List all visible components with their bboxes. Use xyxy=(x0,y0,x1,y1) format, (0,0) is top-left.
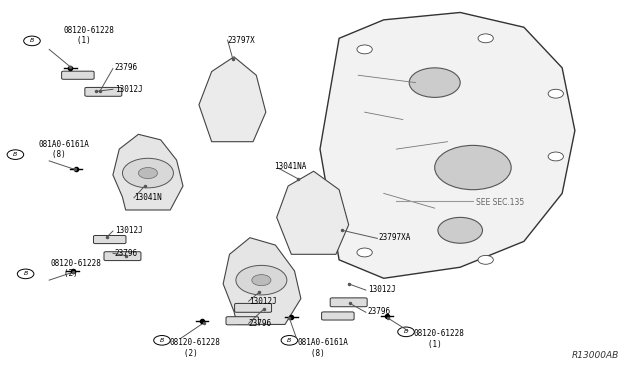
Text: 08120-61228
   (2): 08120-61228 (2) xyxy=(170,338,221,357)
Circle shape xyxy=(357,248,372,257)
Text: 23796: 23796 xyxy=(115,63,138,72)
Text: 13012J: 13012J xyxy=(368,285,396,294)
Text: B: B xyxy=(30,38,34,44)
Text: B: B xyxy=(287,338,292,343)
Text: 23796: 23796 xyxy=(115,249,138,258)
FancyBboxPatch shape xyxy=(330,298,367,307)
Text: B: B xyxy=(160,338,164,343)
Circle shape xyxy=(548,152,563,161)
Text: 23797X: 23797X xyxy=(228,36,255,45)
Text: B: B xyxy=(13,152,17,157)
Text: 08120-61228
   (1): 08120-61228 (1) xyxy=(413,329,465,349)
Polygon shape xyxy=(113,134,183,210)
Text: 23797XA: 23797XA xyxy=(379,233,411,242)
FancyBboxPatch shape xyxy=(61,71,94,79)
Circle shape xyxy=(478,256,493,264)
FancyBboxPatch shape xyxy=(321,312,354,320)
Text: SEE SEC.135: SEE SEC.135 xyxy=(476,198,524,207)
Circle shape xyxy=(138,167,157,179)
Circle shape xyxy=(548,89,563,98)
FancyBboxPatch shape xyxy=(85,87,122,96)
Text: B: B xyxy=(24,272,28,276)
Text: 08120-61228
   (1): 08120-61228 (1) xyxy=(63,26,114,45)
Text: 13041N: 13041N xyxy=(134,193,162,202)
Circle shape xyxy=(478,34,493,43)
Polygon shape xyxy=(199,57,266,142)
Text: 13041NA: 13041NA xyxy=(274,162,307,171)
Text: B: B xyxy=(404,329,408,334)
Circle shape xyxy=(438,217,483,243)
Text: 23796: 23796 xyxy=(368,307,391,316)
Polygon shape xyxy=(223,238,301,324)
Circle shape xyxy=(409,68,460,97)
Circle shape xyxy=(357,45,372,54)
Circle shape xyxy=(122,158,173,188)
Text: 23796: 23796 xyxy=(248,319,272,328)
Text: 081A0-6161A
   (8): 081A0-6161A (8) xyxy=(38,140,89,159)
Polygon shape xyxy=(320,13,575,278)
FancyBboxPatch shape xyxy=(104,252,141,260)
FancyBboxPatch shape xyxy=(235,304,271,312)
Circle shape xyxy=(252,275,271,286)
Circle shape xyxy=(435,145,511,190)
Circle shape xyxy=(236,265,287,295)
Text: 081A0-6161A
   (8): 081A0-6161A (8) xyxy=(297,338,348,357)
Text: R13000AB: R13000AB xyxy=(572,350,620,359)
Text: 13012J: 13012J xyxy=(248,297,276,306)
Text: 08120-61228
   (2): 08120-61228 (2) xyxy=(51,259,101,278)
FancyBboxPatch shape xyxy=(226,317,259,325)
Text: 13012J: 13012J xyxy=(115,226,143,235)
Polygon shape xyxy=(276,171,349,254)
FancyBboxPatch shape xyxy=(93,235,126,244)
Text: 13012J: 13012J xyxy=(115,85,143,94)
